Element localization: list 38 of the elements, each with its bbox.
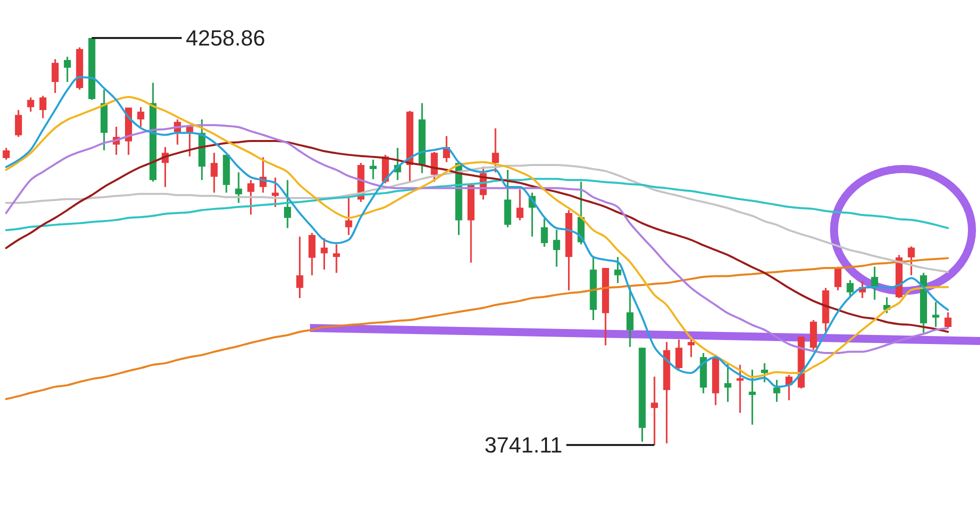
candlestick (186, 124, 194, 158)
candlestick (332, 244, 340, 274)
candlestick (52, 58, 59, 94)
candlestick (761, 362, 768, 384)
candlestick (430, 151, 438, 182)
candlestick (675, 338, 682, 370)
candlestick (235, 172, 242, 204)
candlestick (908, 246, 915, 276)
candlestick (773, 379, 780, 403)
annotation: 4258.86 (186, 26, 266, 51)
candlestick (284, 179, 292, 229)
candlestick (834, 266, 842, 292)
candlestick (944, 312, 952, 329)
candlestick (210, 152, 218, 194)
candlestick (64, 56, 71, 83)
candlestick (748, 368, 756, 426)
candlestick (320, 237, 328, 270)
candlestick (308, 232, 316, 276)
candlestick (14, 109, 22, 138)
candlestick (137, 106, 144, 128)
candlestick (39, 94, 46, 119)
candlestick (553, 228, 560, 268)
candlestick (650, 376, 658, 445)
candlestick (296, 236, 304, 299)
candlestick (846, 279, 854, 298)
candlestick (370, 158, 377, 180)
candlestick (516, 188, 524, 222)
candlestick (724, 362, 732, 403)
candlestick (688, 338, 695, 358)
candlestick (27, 96, 34, 112)
candlestick (626, 286, 634, 348)
candlestick (272, 176, 279, 208)
candlestick (492, 128, 499, 174)
candlestick (2, 147, 10, 160)
candlestick (247, 179, 254, 216)
annotation: 3741.11 (484, 432, 562, 458)
candlestick (614, 256, 622, 284)
candlestick (540, 218, 548, 248)
